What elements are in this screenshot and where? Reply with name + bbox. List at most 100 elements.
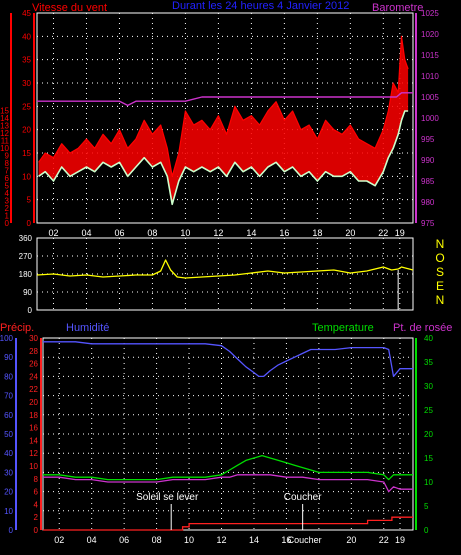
mph-tick-label: 10 (0, 144, 9, 153)
kmh-tick-label: 20 (22, 126, 31, 135)
humidity-tick-label: 60 (4, 411, 13, 420)
time-tick-label: 06 (114, 228, 124, 238)
barometer-tick-label: 985 (421, 177, 435, 186)
time-tick-label: 14 (249, 535, 259, 545)
precip-tick-label: 26 (29, 360, 38, 369)
temperature-tick-label: 15 (424, 454, 433, 463)
sun-annotations: Soleil se lever Coucher Coucher (136, 492, 322, 545)
sunset-axis-label: Coucher (288, 535, 322, 545)
time-tick-label: 10 (180, 228, 190, 238)
mph-tick-label: 12 (0, 129, 9, 138)
humidity-tick-label: 90 (4, 353, 13, 362)
direction-tick-label: 270 (19, 252, 33, 261)
barometer-tick-label: 975 (421, 219, 435, 228)
kmh-tick-label: 5 (27, 196, 32, 205)
wind-barometer-panel: Vitesse du vent Durant les 24 heures 4 J… (0, 0, 439, 238)
precip-tick-label: 14 (29, 436, 38, 445)
precip-tick-label: 0 (34, 526, 39, 535)
kmh-tick-label: 25 (22, 102, 31, 111)
humidity-tick-label: 100 (0, 334, 14, 343)
wind-time-axis: 02 04 06 08 10 12 14 16 18 20 22 19 (48, 228, 404, 238)
direction-degree-scale: 360 270 180 90 0 (19, 234, 33, 315)
barometer-tick-label: 980 (421, 198, 435, 207)
compass-label: O (435, 251, 444, 265)
direction-tick-label: 90 (23, 288, 32, 297)
time-tick-label: 02 (48, 228, 58, 238)
wind-series (37, 35, 413, 206)
humidity-tick-label: 10 (4, 507, 13, 516)
compass-label: S (436, 265, 444, 279)
barometer-tick-label: 1020 (421, 30, 439, 39)
mph-tick-label: 0 (5, 219, 10, 228)
precip-tick-label: 4 (34, 500, 39, 509)
kmh-tick-label: 45 (22, 9, 31, 18)
dewpoint-line (43, 474, 413, 493)
mph-tick-label: 6 (5, 174, 10, 183)
temperature-tick-label: 5 (424, 502, 429, 511)
barometer-tick-label: 990 (421, 156, 435, 165)
mph-tick-label: 7 (5, 166, 10, 175)
time-tick-label: 19 (395, 228, 405, 238)
precip-tick-label: 30 (29, 334, 38, 343)
precip-tick-label: 22 (29, 385, 38, 394)
climate-time-axis: 02 04 06 08 10 12 14 16 20 22 19 (54, 535, 405, 545)
humidity-tick-label: 0 (9, 526, 14, 535)
time-tick-label: 08 (147, 228, 157, 238)
temperature-tick-label: 40 (424, 334, 433, 343)
compass-label: E (436, 279, 444, 293)
chart-title: Durant les 24 heures 4 Janvier 2012 (172, 0, 349, 12)
precip-tick-label: 8 (34, 475, 39, 484)
humidity-tick-label: 50 (4, 430, 13, 439)
barometer-axis-label: Barometre (372, 2, 423, 14)
time-tick-label: 16 (281, 535, 291, 545)
time-tick-label: 04 (81, 228, 91, 238)
sunset-label: Coucher (284, 492, 322, 503)
climate-panel: Précip. Humidité Temperature Pt. de rosé… (0, 322, 452, 545)
wind-gust-band (38, 36, 409, 205)
humidity-tick-label: 20 (4, 488, 13, 497)
kmh-tick-label: 35 (22, 56, 31, 65)
wind-plot-frame (36, 12, 414, 224)
mph-tick-label: 8 (5, 159, 10, 168)
precip-tick-label: 6 (34, 488, 39, 497)
barometer-tick-label: 1015 (421, 51, 439, 60)
time-tick-label: 20 (346, 535, 356, 545)
mph-tick-label: 9 (5, 151, 10, 160)
humidity-line (43, 341, 413, 378)
barometer-tick-label: 1005 (421, 93, 439, 102)
wind-speed-axis-label: Vitesse du vent (32, 2, 107, 14)
wind-max-line (38, 35, 409, 177)
kmh-tick-label: 10 (22, 172, 31, 181)
kmh-tick-label: 0 (27, 219, 32, 228)
direction-line (36, 259, 414, 279)
time-tick-label: 18 (312, 228, 322, 238)
time-tick-label: 10 (184, 535, 194, 545)
mph-tick-label: 3 (5, 196, 10, 205)
mph-tick-label: 4 (5, 189, 10, 198)
kmh-tick-label: 15 (22, 149, 31, 158)
sunrise-label: Soleil se lever (136, 492, 199, 503)
humidity-tick-label: 70 (4, 392, 13, 401)
time-tick-label: 19 (395, 535, 405, 545)
humidity-axis-label: Humidité (66, 322, 109, 334)
temperature-tick-label: 20 (424, 430, 433, 439)
time-tick-label: 04 (87, 535, 97, 545)
time-tick-label: 20 (345, 228, 355, 238)
precip-axis-label: Précip. (0, 322, 34, 334)
time-tick-label: 22 (379, 535, 389, 545)
barometer-line (37, 92, 413, 107)
time-tick-label: 12 (213, 228, 223, 238)
mph-tick-label: 11 (1, 136, 10, 145)
direction-tick-label: 180 (19, 270, 33, 279)
temperature-tick-label: 30 (424, 382, 433, 391)
time-tick-label: 12 (217, 535, 227, 545)
humidity-scale: 0 10 20 30 40 50 60 70 80 90 100 (0, 334, 17, 535)
mph-tick-label: 5 (5, 181, 10, 190)
time-tick-label: 08 (152, 535, 162, 545)
temperature-axis-label: Temperature (312, 322, 374, 334)
mph-tick-label: 13 (0, 121, 9, 130)
